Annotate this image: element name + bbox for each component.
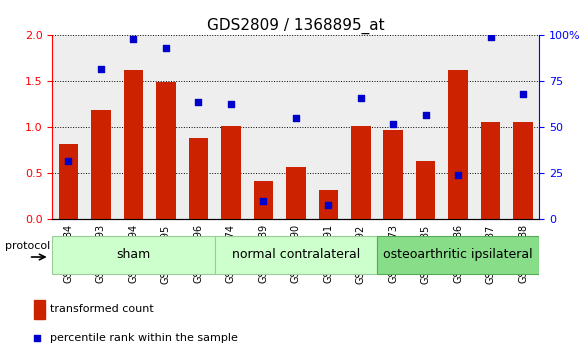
FancyBboxPatch shape xyxy=(52,236,215,274)
Text: percentile rank within the sample: percentile rank within the sample xyxy=(50,333,238,343)
Point xyxy=(421,112,430,118)
FancyBboxPatch shape xyxy=(377,236,539,274)
Bar xyxy=(383,130,403,219)
Point xyxy=(291,115,300,121)
Bar xyxy=(156,82,176,219)
Bar xyxy=(91,110,111,219)
Point xyxy=(226,101,235,106)
Point xyxy=(454,172,463,178)
Text: transformed count: transformed count xyxy=(50,304,154,314)
Point xyxy=(64,158,73,164)
Bar xyxy=(513,122,533,219)
Point xyxy=(389,121,398,127)
Point xyxy=(161,45,171,51)
Bar xyxy=(416,161,436,219)
Bar xyxy=(59,144,78,219)
Bar xyxy=(124,70,143,219)
Text: osteoarthritic ipsilateral: osteoarthritic ipsilateral xyxy=(383,249,533,261)
Text: normal contralateral: normal contralateral xyxy=(231,249,360,261)
Text: sham: sham xyxy=(116,249,151,261)
Point xyxy=(356,95,365,101)
Title: GDS2809 / 1368895_at: GDS2809 / 1368895_at xyxy=(207,18,385,34)
Bar xyxy=(253,181,273,219)
Point xyxy=(96,66,106,72)
Point xyxy=(129,36,138,42)
Point xyxy=(486,34,495,40)
Bar xyxy=(318,190,338,219)
Point xyxy=(519,91,528,97)
Bar xyxy=(34,300,45,319)
Bar xyxy=(188,138,208,219)
Text: protocol: protocol xyxy=(5,241,50,251)
FancyBboxPatch shape xyxy=(215,236,377,274)
Bar xyxy=(221,126,241,219)
Bar xyxy=(286,167,306,219)
Bar xyxy=(351,126,371,219)
Point xyxy=(259,198,268,204)
Point xyxy=(194,99,203,104)
Point xyxy=(357,175,366,180)
Point xyxy=(324,202,333,207)
Bar xyxy=(448,70,468,219)
Bar xyxy=(481,122,501,219)
